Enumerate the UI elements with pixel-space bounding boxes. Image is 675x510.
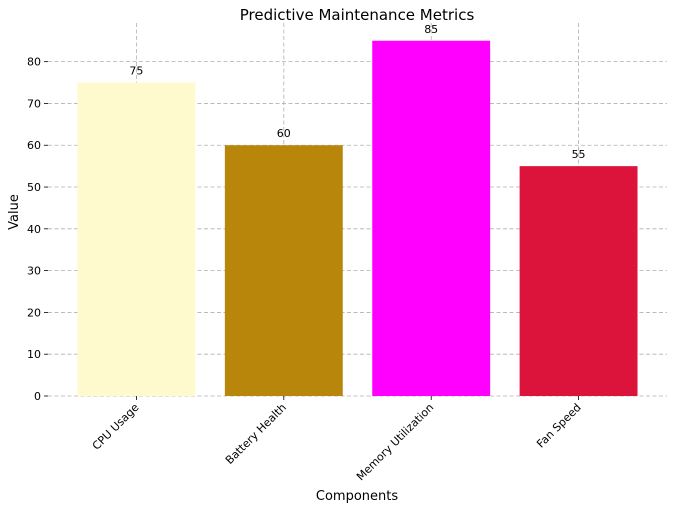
y-tick-label: 40 (27, 223, 41, 236)
y-tick-label: 20 (27, 306, 41, 319)
data-labels: 75 60 85 55 (129, 23, 585, 161)
x-tick-label: CPU Usage (90, 401, 142, 453)
data-label: 55 (572, 148, 586, 161)
y-tick-label: 50 (27, 181, 41, 194)
chart-title: Predictive Maintenance Metrics (240, 6, 475, 24)
data-label: 60 (277, 127, 291, 140)
y-tick-label: 10 (27, 348, 41, 361)
x-tick-label: Memory Utilization (354, 401, 436, 483)
bars (77, 40, 638, 397)
y-tick-label: 80 (27, 56, 41, 69)
x-tick-label: Battery Health (223, 401, 289, 467)
data-label: 85 (424, 23, 438, 36)
x-tick-label: Fan Speed (534, 401, 584, 451)
x-axis-label: Components (316, 489, 398, 504)
y-tick-label: 0 (34, 390, 41, 403)
x-axis: CPU Usage Battery Health Memory Utilizatio… (90, 396, 584, 483)
y-tick-label: 70 (27, 97, 41, 110)
bar-fan-speed (519, 166, 638, 396)
y-tick-label: 30 (27, 265, 41, 278)
y-axis: 0 10 20 30 40 50 60 70 80 (27, 56, 48, 403)
data-label: 75 (129, 65, 143, 78)
bar-battery-health (224, 145, 343, 396)
y-tick-label: 60 (27, 139, 41, 152)
bar-memory-utilization (372, 40, 491, 397)
bar-cpu-usage (77, 82, 196, 396)
y-axis-label: Value (7, 194, 22, 230)
